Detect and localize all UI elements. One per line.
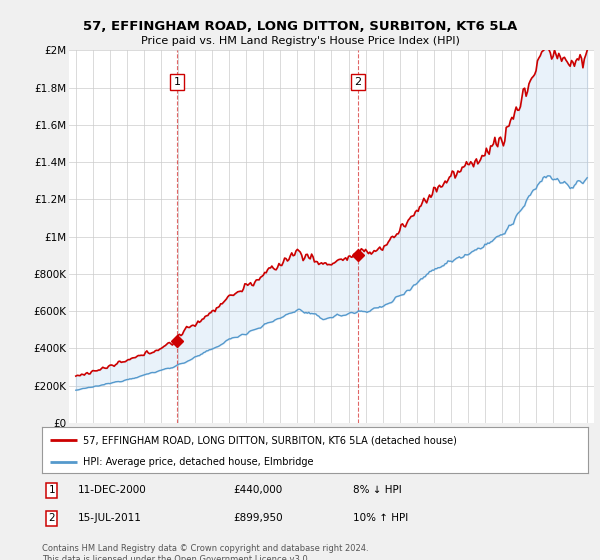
Text: 11-DEC-2000: 11-DEC-2000 xyxy=(77,486,146,496)
Text: 15-JUL-2011: 15-JUL-2011 xyxy=(77,514,142,523)
Text: HPI: Average price, detached house, Elmbridge: HPI: Average price, detached house, Elmb… xyxy=(83,457,313,466)
Text: £899,950: £899,950 xyxy=(233,514,283,523)
Text: Contains HM Land Registry data © Crown copyright and database right 2024.
This d: Contains HM Land Registry data © Crown c… xyxy=(42,544,368,560)
Text: 57, EFFINGHAM ROAD, LONG DITTON, SURBITON, KT6 5LA: 57, EFFINGHAM ROAD, LONG DITTON, SURBITO… xyxy=(83,20,517,32)
Text: 1: 1 xyxy=(49,486,55,496)
Text: £440,000: £440,000 xyxy=(233,486,283,496)
Text: 8% ↓ HPI: 8% ↓ HPI xyxy=(353,486,402,496)
Text: 1: 1 xyxy=(174,77,181,87)
Text: 57, EFFINGHAM ROAD, LONG DITTON, SURBITON, KT6 5LA (detached house): 57, EFFINGHAM ROAD, LONG DITTON, SURBITO… xyxy=(83,435,457,445)
Text: 2: 2 xyxy=(49,514,55,523)
Text: 2: 2 xyxy=(354,77,361,87)
Text: 10% ↑ HPI: 10% ↑ HPI xyxy=(353,514,409,523)
Text: Price paid vs. HM Land Registry's House Price Index (HPI): Price paid vs. HM Land Registry's House … xyxy=(140,36,460,46)
